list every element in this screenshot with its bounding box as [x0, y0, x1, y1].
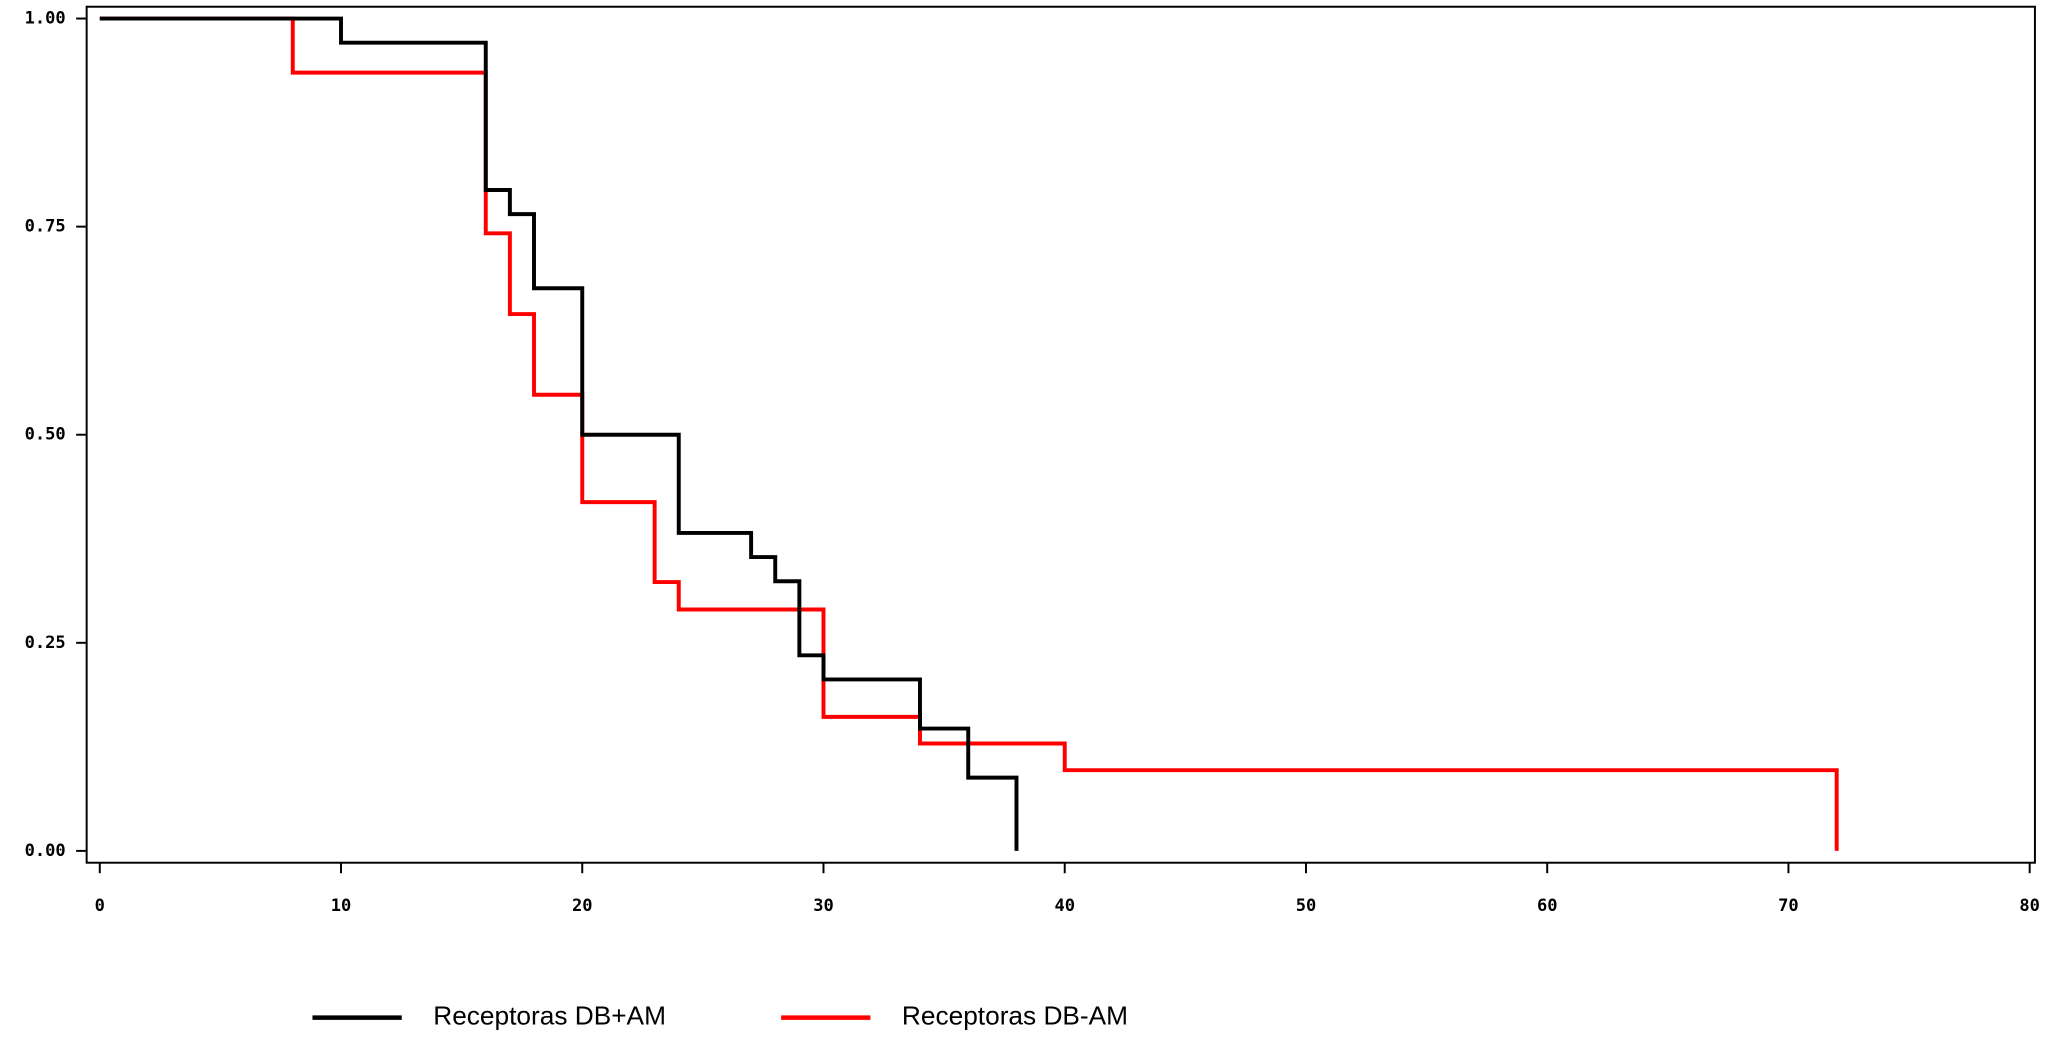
y-tick-label: 0.25	[25, 633, 66, 653]
x-tick-label: 60	[1537, 896, 1558, 916]
legend-label: Receptoras DB+AM	[433, 1001, 666, 1031]
legend-label: Receptoras DB-AM	[902, 1001, 1128, 1031]
survival-line	[99, 16, 1839, 851]
survival-line	[99, 16, 1019, 851]
y-tick-label: 1.00	[25, 9, 66, 29]
plot-frame	[85, 5, 2036, 864]
x-tick-label: 0	[95, 896, 105, 916]
x-tick-label: 40	[1054, 896, 1075, 916]
x-tick-label: 30	[813, 896, 834, 916]
x-tick-label: 20	[572, 896, 593, 916]
x-tick-label: 50	[1296, 896, 1317, 916]
y-tick-label: 0.50	[25, 425, 66, 445]
y-tick-label: 0.75	[25, 217, 66, 237]
x-tick-label: 70	[1778, 896, 1799, 916]
x-tick-label: 10	[331, 896, 352, 916]
x-tick-label: 80	[2019, 896, 2040, 916]
y-tick-label: 0.00	[25, 841, 66, 861]
